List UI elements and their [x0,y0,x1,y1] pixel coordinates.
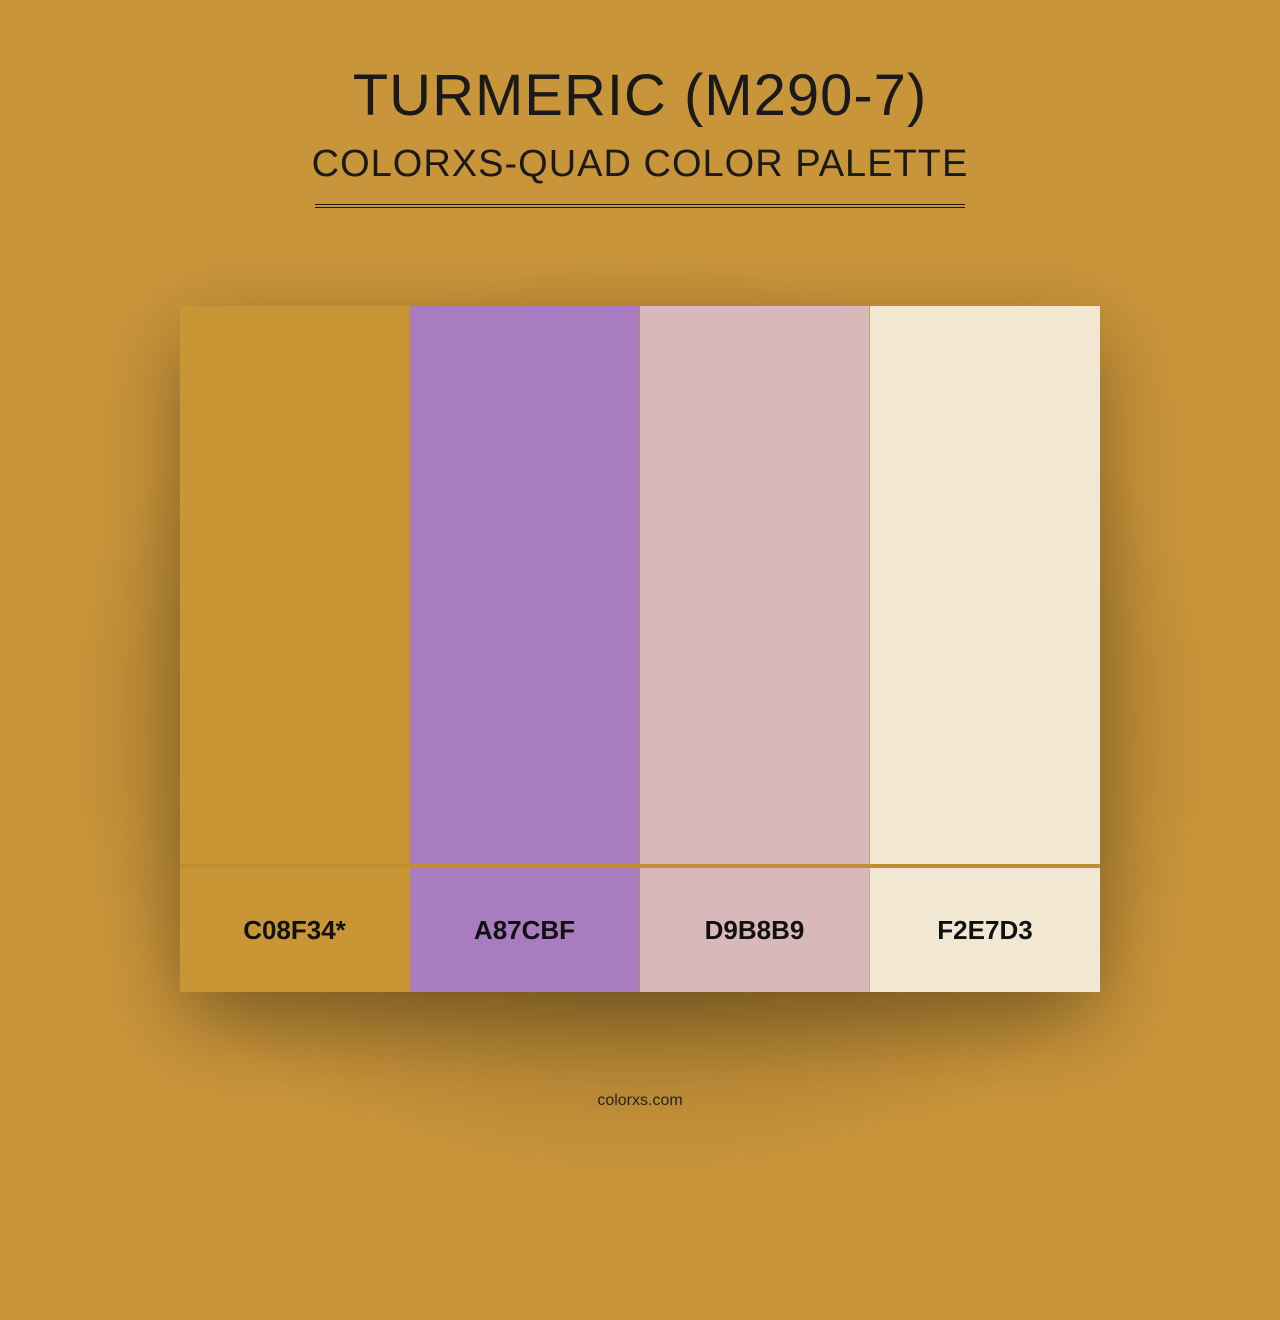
swatch-col-1: A87CBF [410,306,640,992]
page-title: TURMERIC (M290-7) [353,62,928,129]
swatch-label-1: A87CBF [410,868,640,992]
swatch-label-0: C08F34* [180,868,410,992]
page-subtitle: COLORXS-QUAD COLOR PALETTE [312,143,969,186]
swatch-label-2: D9B8B9 [640,868,870,992]
swatch-col-3: F2E7D3 [870,306,1100,992]
content-container: TURMERIC (M290-7) COLORXS-QUAD COLOR PAL… [0,0,1280,1320]
swatch-col-0: C08F34* [180,306,410,992]
swatch-block-2 [640,306,870,864]
swatch-label-3: F2E7D3 [870,868,1100,992]
footer-attribution: colorxs.com [0,1092,1280,1110]
swatch-block-0 [180,306,410,864]
swatch-block-1 [410,306,640,864]
palette: C08F34* A87CBF D9B8B9 F2E7D3 [180,306,1100,992]
swatch-block-3 [870,306,1100,864]
swatch-col-2: D9B8B9 [640,306,870,992]
title-divider [315,204,965,208]
